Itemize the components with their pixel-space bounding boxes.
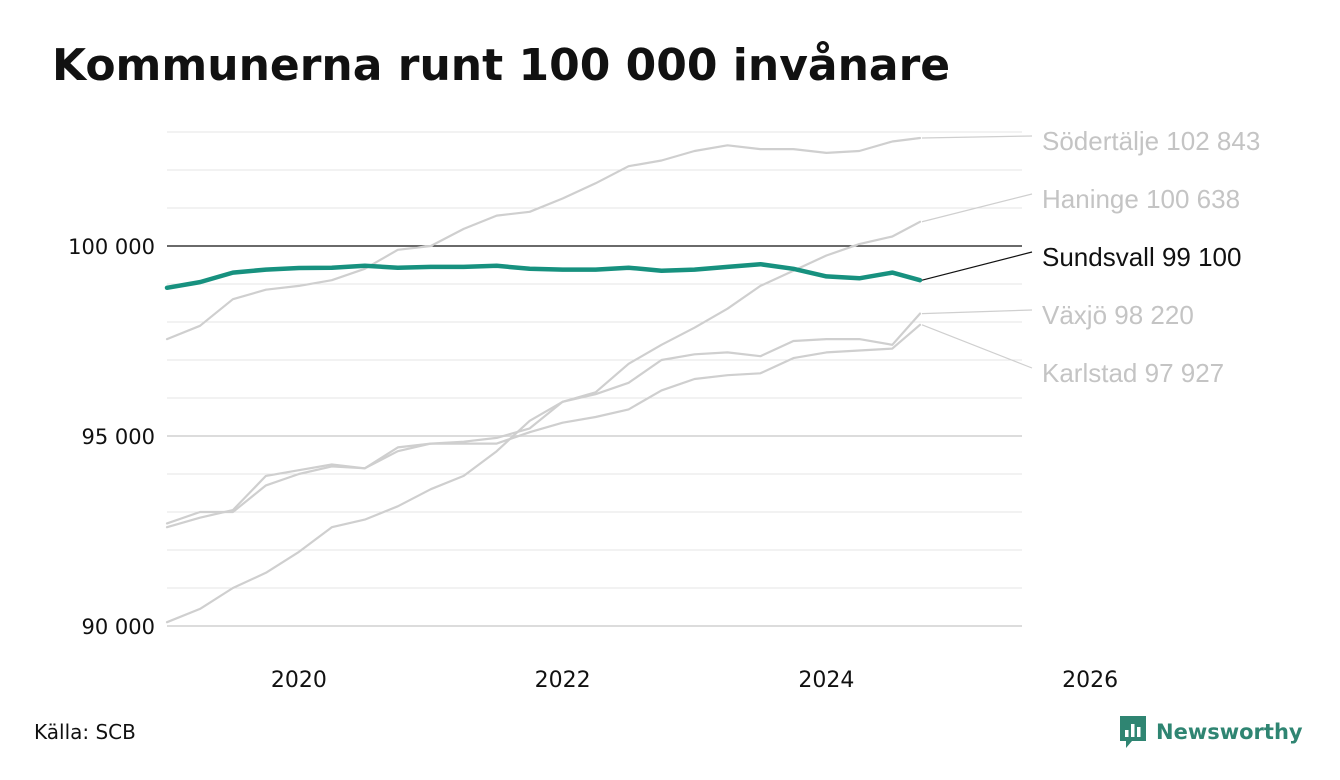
series-end-label: Växjö 98 220 [1042,300,1194,330]
label-leader [921,135,1033,139]
x-tick-label: 2022 [535,668,591,693]
y-tick-label: 90 000 [82,615,155,639]
brand-name: Newsworthy [1156,720,1303,744]
source-note: Källa: SCB [34,720,136,744]
label-leader [921,193,1033,223]
line-chart: 90 000 95 000 100 000 2020 2022 2024 2026 Söder… [68,126,1260,693]
newsworthy-logo: Newsworthy [1118,713,1303,751]
x-tick-label: 2024 [798,668,854,693]
series-line-södertälje [165,136,922,341]
y-tick-label: 100 000 [68,235,155,259]
label-leader [921,324,1033,369]
series-line-karlstad [165,323,922,529]
series-end-label: Sundsvall 99 100 [1042,242,1241,272]
x-tick-label: 2020 [271,668,327,693]
series-line-växjö [165,312,922,525]
series-line-sundsvall [164,261,923,291]
y-tick-label: 95 000 [82,425,155,449]
chart-title: Kommunerna runt 100 000 invånare [52,40,951,91]
label-leader [921,309,1033,315]
series-line-haninge [165,220,922,624]
series-end-label: Haninge 100 638 [1042,184,1240,214]
series-end-label: Södertälje 102 843 [1042,126,1260,156]
label-leader [921,251,1033,281]
series-end-label: Karlstad 97 927 [1042,358,1224,388]
chart-bubble-icon [1120,716,1146,748]
x-tick-label: 2026 [1062,668,1118,693]
